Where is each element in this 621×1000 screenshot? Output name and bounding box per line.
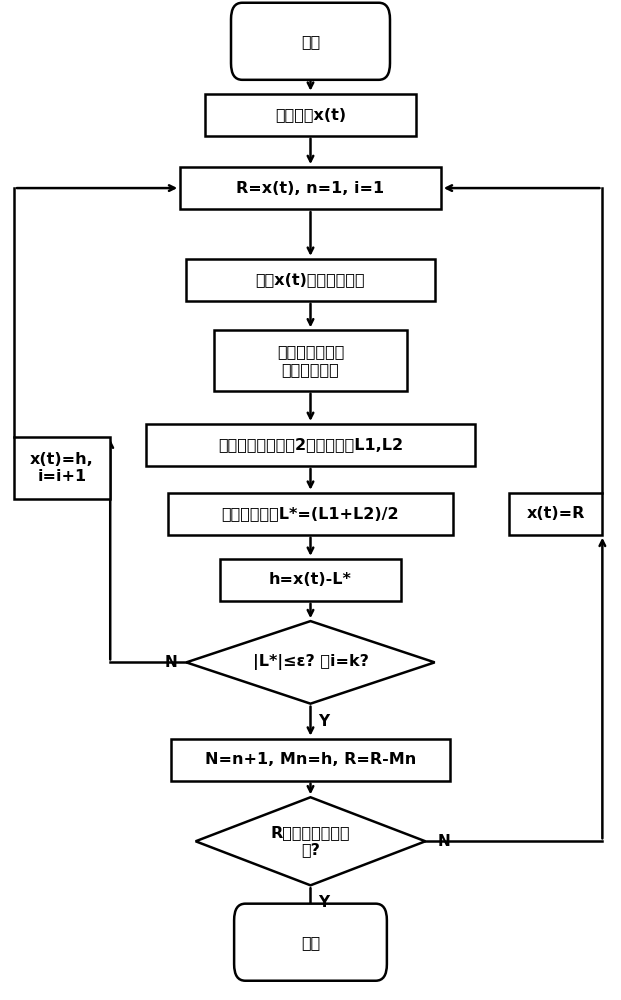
Text: Y: Y	[319, 714, 330, 729]
Bar	[14, 437, 111, 499]
Text: h=x(t)-L*: h=x(t)-L*	[269, 572, 352, 587]
Text: 结束: 结束	[301, 935, 320, 950]
Polygon shape	[196, 797, 425, 885]
Bar	[186, 259, 435, 301]
Bar	[146, 424, 475, 466]
Text: N: N	[165, 655, 177, 670]
Polygon shape	[186, 621, 435, 704]
Bar	[509, 493, 602, 535]
Text: N=n+1, Mn=h, R=R-Mn: N=n+1, Mn=h, R=R-Mn	[205, 752, 416, 767]
Text: x(t)=h,
i=i+1: x(t)=h, i=i+1	[30, 452, 94, 484]
Text: 确定x(t)的局部极值点: 确定x(t)的局部极值点	[256, 272, 365, 287]
Text: Y: Y	[319, 895, 330, 910]
Bar	[205, 94, 416, 136]
Bar	[180, 167, 441, 209]
FancyBboxPatch shape	[234, 904, 387, 981]
Bar	[171, 739, 450, 781]
Text: |L*|≤ε? 或i=k?: |L*|≤ε? 或i=k?	[253, 654, 368, 670]
Bar	[220, 559, 401, 601]
Text: 开始: 开始	[301, 34, 320, 49]
Text: 输入信号x(t): 输入信号x(t)	[275, 107, 346, 122]
FancyBboxPatch shape	[231, 3, 390, 80]
Bar	[214, 330, 407, 391]
Text: 利用所得中点构造2条插值曲线L1,L2: 利用所得中点构造2条插值曲线L1,L2	[218, 437, 403, 452]
Text: N: N	[438, 834, 450, 849]
Text: R=x(t), n=1, i=1: R=x(t), n=1, i=1	[237, 181, 384, 196]
Text: x(t)=R: x(t)=R	[527, 506, 585, 521]
Bar	[168, 493, 453, 535]
Text: 连接相邻极值点
并确定其中点: 连接相邻极值点 并确定其中点	[277, 344, 344, 377]
Text: 计算均值曲线L*=(L1+L2)/2: 计算均值曲线L*=(L1+L2)/2	[222, 506, 399, 521]
Text: R只剩一定数量极
点?: R只剩一定数量极 点?	[271, 825, 350, 857]
